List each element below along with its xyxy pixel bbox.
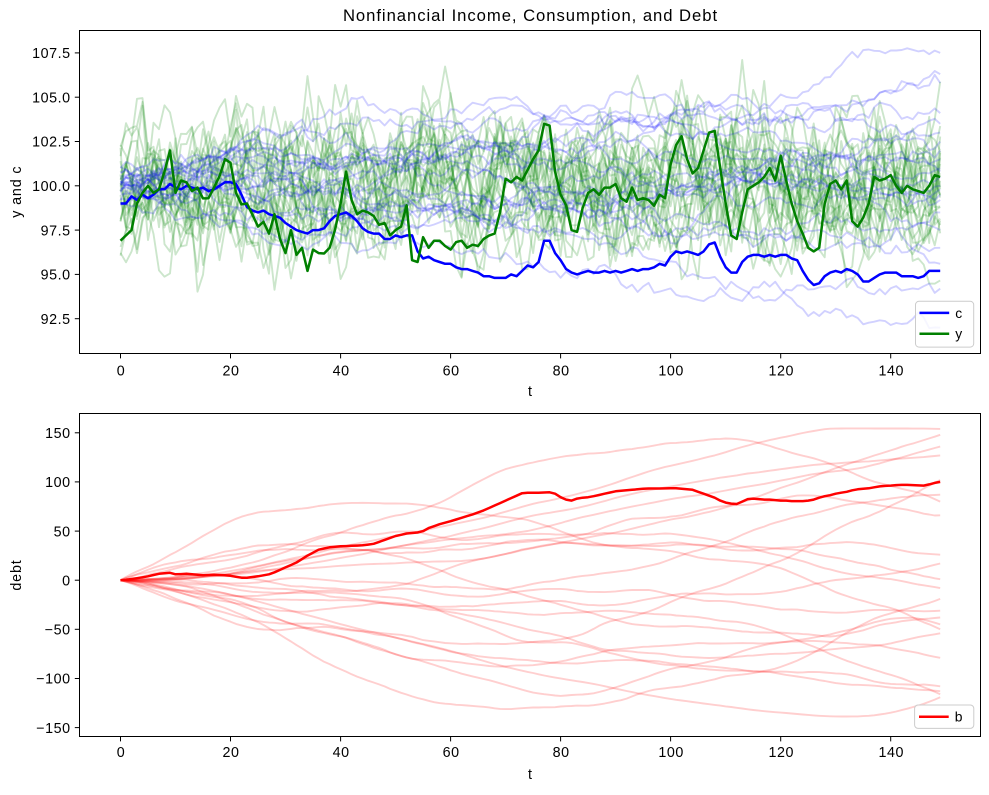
svg-text:−150: −150 <box>36 721 70 737</box>
svg-text:97.5: 97.5 <box>41 223 71 239</box>
svg-text:80: 80 <box>553 745 570 761</box>
svg-text:140: 140 <box>878 745 904 761</box>
svg-text:100: 100 <box>45 475 71 491</box>
svg-text:0: 0 <box>117 364 126 380</box>
svg-text:60: 60 <box>443 364 460 380</box>
svg-text:95.0: 95.0 <box>41 268 71 284</box>
svg-text:0: 0 <box>62 573 71 589</box>
svg-text:120: 120 <box>768 745 794 761</box>
svg-text:t: t <box>528 767 532 783</box>
svg-text:102.5: 102.5 <box>32 135 71 151</box>
svg-text:107.5: 107.5 <box>32 46 71 62</box>
svg-text:y and c: y and c <box>9 166 25 218</box>
svg-text:c: c <box>955 305 962 321</box>
svg-text:−50: −50 <box>45 623 71 639</box>
svg-text:0: 0 <box>117 745 126 761</box>
svg-text:140: 140 <box>878 364 904 380</box>
svg-text:debt: debt <box>9 559 25 590</box>
svg-text:Nonfinancial Income, Consumpti: Nonfinancial Income, Consumption, and De… <box>343 6 718 25</box>
svg-text:100.0: 100.0 <box>32 179 71 195</box>
svg-text:50: 50 <box>54 524 71 540</box>
svg-text:t: t <box>528 384 532 400</box>
svg-text:120: 120 <box>768 364 794 380</box>
svg-text:100: 100 <box>658 364 684 380</box>
svg-text:y: y <box>955 326 962 342</box>
svg-text:150: 150 <box>45 426 71 442</box>
svg-text:80: 80 <box>553 364 570 380</box>
svg-text:b: b <box>955 709 963 725</box>
svg-text:20: 20 <box>222 745 239 761</box>
svg-text:100: 100 <box>658 745 684 761</box>
svg-text:40: 40 <box>333 364 350 380</box>
svg-text:92.5: 92.5 <box>41 312 71 328</box>
svg-text:40: 40 <box>333 745 350 761</box>
svg-text:60: 60 <box>443 745 460 761</box>
svg-text:105.0: 105.0 <box>32 90 71 106</box>
svg-text:−100: −100 <box>36 672 70 688</box>
svg-text:20: 20 <box>222 364 239 380</box>
